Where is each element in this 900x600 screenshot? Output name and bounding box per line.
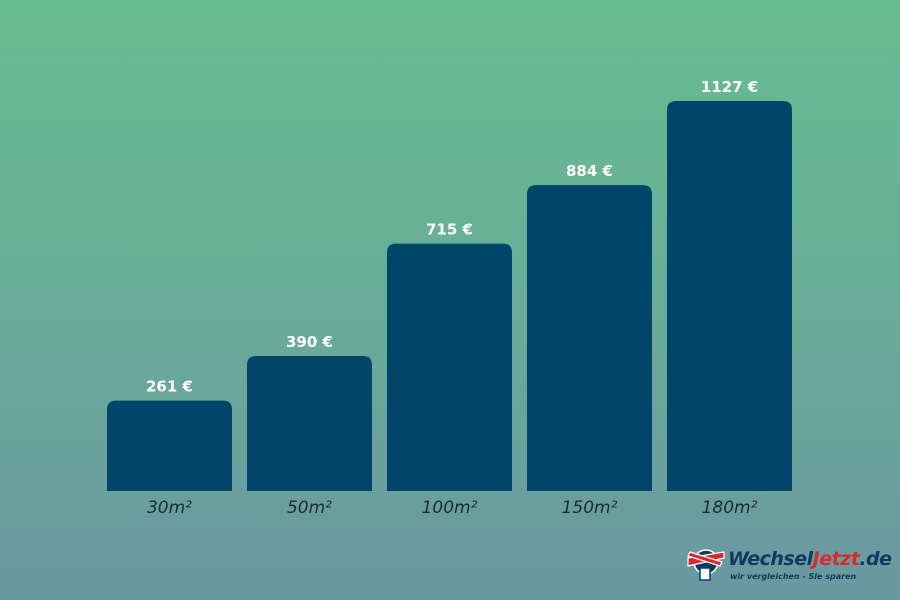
logo-tagline: wir vergleichen - Sie sparen xyxy=(730,572,857,581)
wechseljetzt-logo: WechselJetzt.de wir vergleichen - Sie sp… xyxy=(686,548,892,584)
logo-wordmark: WechselJetzt.de xyxy=(728,548,892,570)
bar xyxy=(387,243,512,491)
logo-word-2: Jetzt xyxy=(812,548,860,570)
bar xyxy=(107,400,232,491)
x-tick-label: 150m² xyxy=(562,498,618,518)
x-tick-label: 30m² xyxy=(147,498,192,518)
data-label: 884 € xyxy=(566,162,613,180)
logo-emblem-icon xyxy=(687,549,725,581)
x-tick-label: 50m² xyxy=(287,498,332,518)
bar xyxy=(527,185,652,491)
data-label: 715 € xyxy=(426,221,473,239)
data-label: 261 € xyxy=(146,378,193,396)
data-label: 390 € xyxy=(286,333,333,351)
bar xyxy=(247,356,372,491)
logo-word-3: .de xyxy=(859,548,892,570)
bar xyxy=(667,101,792,491)
logo-word-1: Wechsel xyxy=(728,548,813,570)
data-label: 1127 € xyxy=(701,78,758,96)
x-tick-label: 100m² xyxy=(422,498,478,518)
x-tick-label: 180m² xyxy=(702,498,758,518)
